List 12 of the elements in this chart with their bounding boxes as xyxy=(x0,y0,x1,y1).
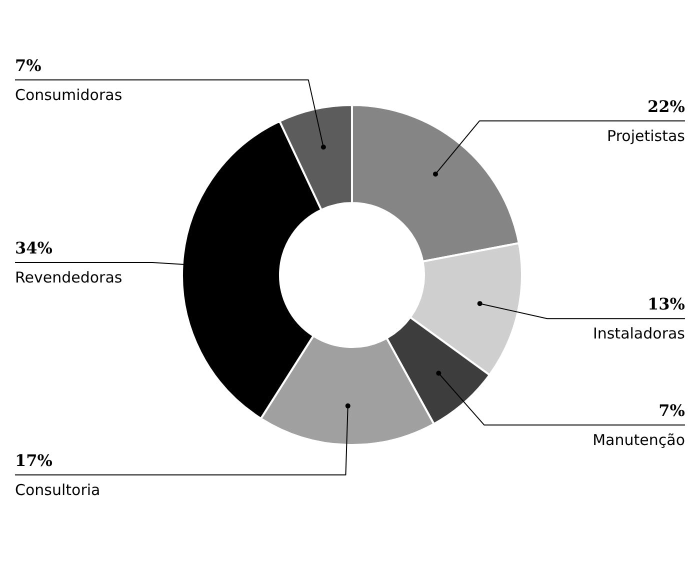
data-label: 13% xyxy=(648,294,685,314)
data-label: 17% xyxy=(15,450,52,470)
slice-label: Consultoria xyxy=(15,480,100,499)
data-label: 7% xyxy=(15,56,42,75)
slice-label: Consumidoras xyxy=(15,86,122,104)
slice-label: Manutenção xyxy=(592,431,685,450)
slice-label: Projetistas xyxy=(607,126,686,145)
data-label: 34% xyxy=(15,238,52,258)
data-label: 22% xyxy=(648,96,685,116)
data-label: 7% xyxy=(658,401,685,420)
slice-label: Revendedoras xyxy=(15,268,122,286)
slice-label: Instaladoras xyxy=(592,324,686,343)
